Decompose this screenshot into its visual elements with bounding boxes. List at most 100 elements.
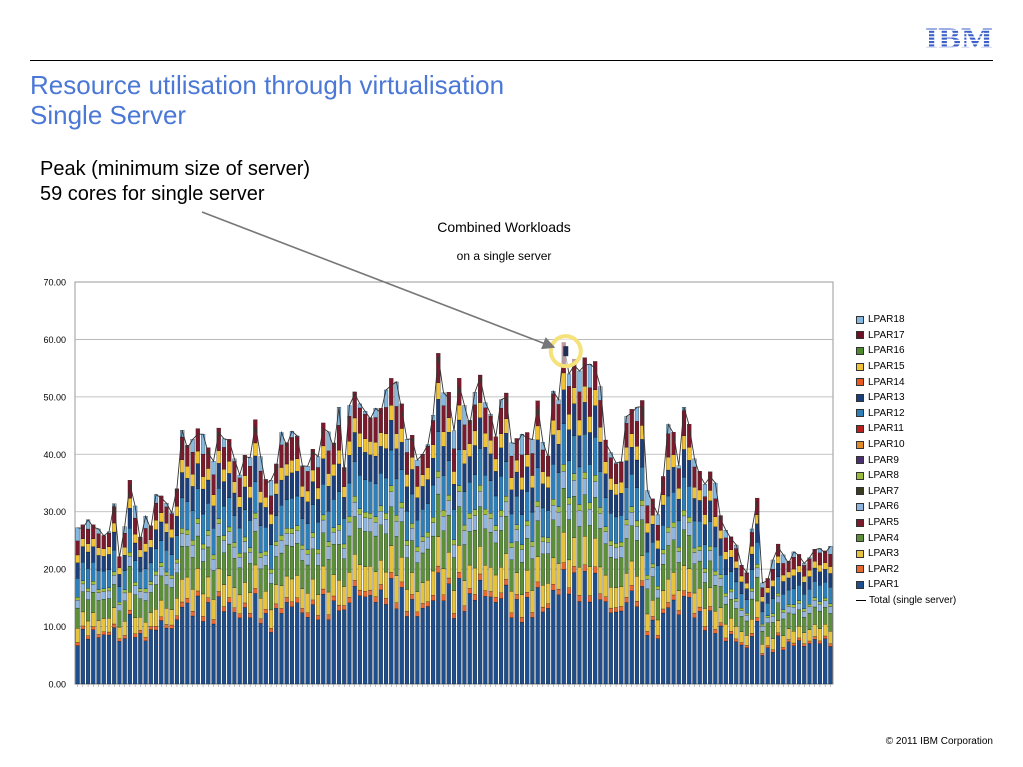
- bar-segment-lpar15: [389, 405, 394, 421]
- bar-segment-lpar18: [211, 461, 216, 475]
- bar-segment-lpar15: [169, 529, 174, 538]
- bar-segment-lpar6: [755, 567, 760, 578]
- bar-segment-lpar6: [326, 546, 331, 560]
- bar-segment-lpar12: [232, 515, 237, 543]
- bar-segment-lpar2: [174, 615, 179, 620]
- bar-segment-lpar4: [655, 597, 660, 621]
- bar-segment-lpar6: [232, 546, 237, 559]
- bar-segment-lpar1: [744, 647, 749, 685]
- bar-segment-lpar1: [190, 615, 195, 685]
- legend-swatch: [856, 549, 864, 558]
- bar-segment-lpar4: [509, 559, 514, 592]
- bar-segment-lpar15: [572, 387, 577, 404]
- bar-segment-lpar12: [368, 481, 373, 514]
- bar-segment-lpar4: [169, 587, 174, 610]
- bar-segment-lpar6: [781, 612, 786, 620]
- bar-segment-lpar4: [195, 535, 200, 569]
- bar-segment-lpar8: [634, 520, 640, 527]
- bar-segment-lpar6: [425, 536, 430, 550]
- bar-segment-lpar13: [613, 494, 619, 518]
- bar-segment-lpar15: [462, 449, 467, 464]
- bar-segment-lpar3: [781, 635, 786, 648]
- bar-segment-lpar3: [133, 617, 138, 634]
- bar-segment-lpar3: [310, 578, 315, 601]
- bar-segment-lpar6: [86, 591, 91, 600]
- bar-segment-lpar4: [546, 553, 551, 584]
- bar-segment-lpar5: [472, 404, 477, 432]
- bar-segment-lpar2: [744, 645, 749, 648]
- bar-segment-lpar13: [336, 463, 342, 492]
- bar-segment-lpar5: [770, 568, 775, 581]
- bar-segment-lpar8: [425, 532, 430, 538]
- bar-segment-lpar8: [828, 603, 833, 607]
- bar-segment-lpar8: [483, 508, 488, 515]
- bar-segment-lpar5: [289, 437, 295, 461]
- bar-segment-lpar2: [75, 642, 80, 646]
- bar-segment-lpar4: [713, 584, 718, 612]
- bar-segment-lpar8: [666, 527, 671, 533]
- bar-segment-lpar15: [399, 428, 404, 443]
- bar-segment-lpar13: [577, 435, 582, 468]
- bar-segment-lpar8: [263, 551, 268, 556]
- bar-segment-lpar1: [739, 644, 744, 685]
- bar-segment-lpar15: [723, 551, 728, 560]
- bar-segment-lpar13: [352, 432, 357, 462]
- bar-segment-lpar12: [399, 469, 404, 503]
- bar-segment-lpar5: [221, 447, 227, 470]
- bar-segment-lpar5: [368, 417, 373, 442]
- bar-segment-lpar3: [666, 578, 671, 603]
- bar-segment-lpar4: [603, 543, 608, 576]
- bar-segment-lpar8: [692, 547, 697, 553]
- bar-segment-lpar13: [441, 446, 446, 476]
- bar-segment-lpar8: [436, 471, 441, 478]
- bar-segment-lpar3: [723, 623, 728, 639]
- bar-segment-lpar15: [603, 461, 608, 474]
- bar-segment-lpar2: [383, 598, 389, 605]
- bar-segment-lpar13: [640, 439, 645, 468]
- bar-segment-lpar2: [316, 615, 321, 620]
- bar-segment-lpar2: [153, 626, 159, 631]
- bar-segment-lpar3: [237, 594, 242, 614]
- bar-segment-lpar1: [96, 637, 101, 685]
- y-tick-label: 10.00: [43, 622, 66, 632]
- bar-segment-lpar13: [634, 459, 640, 488]
- bar-segment-lpar4: [420, 552, 425, 583]
- bar-segment-lpar3: [587, 566, 592, 596]
- bar-segment-lpar8: [530, 541, 535, 547]
- bar-segment-lpar2: [420, 603, 425, 609]
- bar-segment-lpar1: [117, 641, 122, 685]
- bar-segment-lpar3: [368, 566, 373, 591]
- bar-segment-lpar12: [96, 570, 101, 590]
- legend-swatch: [856, 471, 864, 480]
- bar-segment-lpar12: [148, 562, 153, 582]
- bar-segment-lpar3: [274, 584, 279, 605]
- bar-segment-lpar2: [258, 618, 263, 624]
- bar-segment-lpar15: [143, 543, 148, 553]
- bar-segment-lpar1: [671, 599, 676, 685]
- bar-segment-lpar6: [702, 572, 707, 583]
- bar-segment-lpar3: [86, 620, 91, 636]
- bar-segment-lpar8: [431, 517, 436, 523]
- bar-segment-lpar6: [582, 478, 587, 495]
- bar-segment-lpar15: [91, 538, 96, 547]
- bar-segment-lpar1: [708, 610, 713, 685]
- legend-swatch: [856, 565, 864, 574]
- bar-segment-lpar15: [284, 463, 289, 477]
- bar-segment-lpar12: [608, 513, 613, 542]
- bar-segment-lpar8: [305, 549, 310, 555]
- bar-segment-lpar15: [451, 471, 457, 485]
- bar-segment-lpar13: [389, 420, 394, 451]
- bar-segment-lpar13: [316, 499, 321, 523]
- bar-segment-lpar15: [744, 582, 749, 589]
- bar-segment-lpar3: [201, 593, 206, 617]
- bar-segment-lpar12: [697, 521, 702, 547]
- bar-segment-lpar1: [681, 596, 687, 685]
- bar-segment-lpar2: [467, 588, 472, 594]
- bar-segment-lpar8: [807, 604, 812, 607]
- bar-segment-lpar8: [410, 523, 415, 529]
- bar-segment-lpar1: [242, 607, 247, 685]
- bar-segment-lpar15: [509, 477, 514, 490]
- legend-swatch: [856, 362, 864, 371]
- bar-segment-lpar15: [478, 402, 483, 418]
- bar-segment-lpar1: [828, 646, 833, 685]
